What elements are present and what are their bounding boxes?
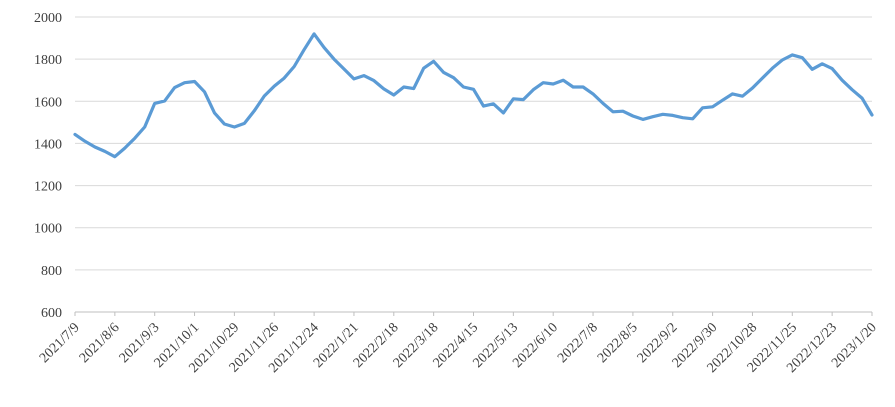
y-tick-label: 800 bbox=[41, 264, 62, 279]
y-tick-label: 1200 bbox=[34, 180, 62, 195]
series-group bbox=[73, 32, 874, 159]
y-tick-label: 1400 bbox=[34, 137, 62, 152]
y-tick-label: 1000 bbox=[34, 222, 62, 237]
y-tick-label: 2000 bbox=[34, 11, 62, 26]
gridlines-group bbox=[75, 16, 872, 271]
y-tick-label: 600 bbox=[41, 306, 62, 321]
x-axis-group: 2021/7/92021/8/62021/9/32021/10/12021/10… bbox=[37, 311, 880, 376]
y-tick-label: 1800 bbox=[34, 53, 62, 68]
x-tick-label: 2022/7/8 bbox=[555, 320, 601, 366]
y-tick-label: 1600 bbox=[34, 95, 62, 110]
y-axis-labels-group: 600 800 1000 1200 1400 1600 1800 2000 bbox=[34, 11, 62, 321]
series-line bbox=[73, 32, 874, 159]
x-tick-label: 2021/8/6 bbox=[77, 320, 123, 366]
x-tick-label: 2021/7/9 bbox=[37, 320, 83, 366]
x-tick-label: 2022/8/5 bbox=[595, 320, 641, 366]
